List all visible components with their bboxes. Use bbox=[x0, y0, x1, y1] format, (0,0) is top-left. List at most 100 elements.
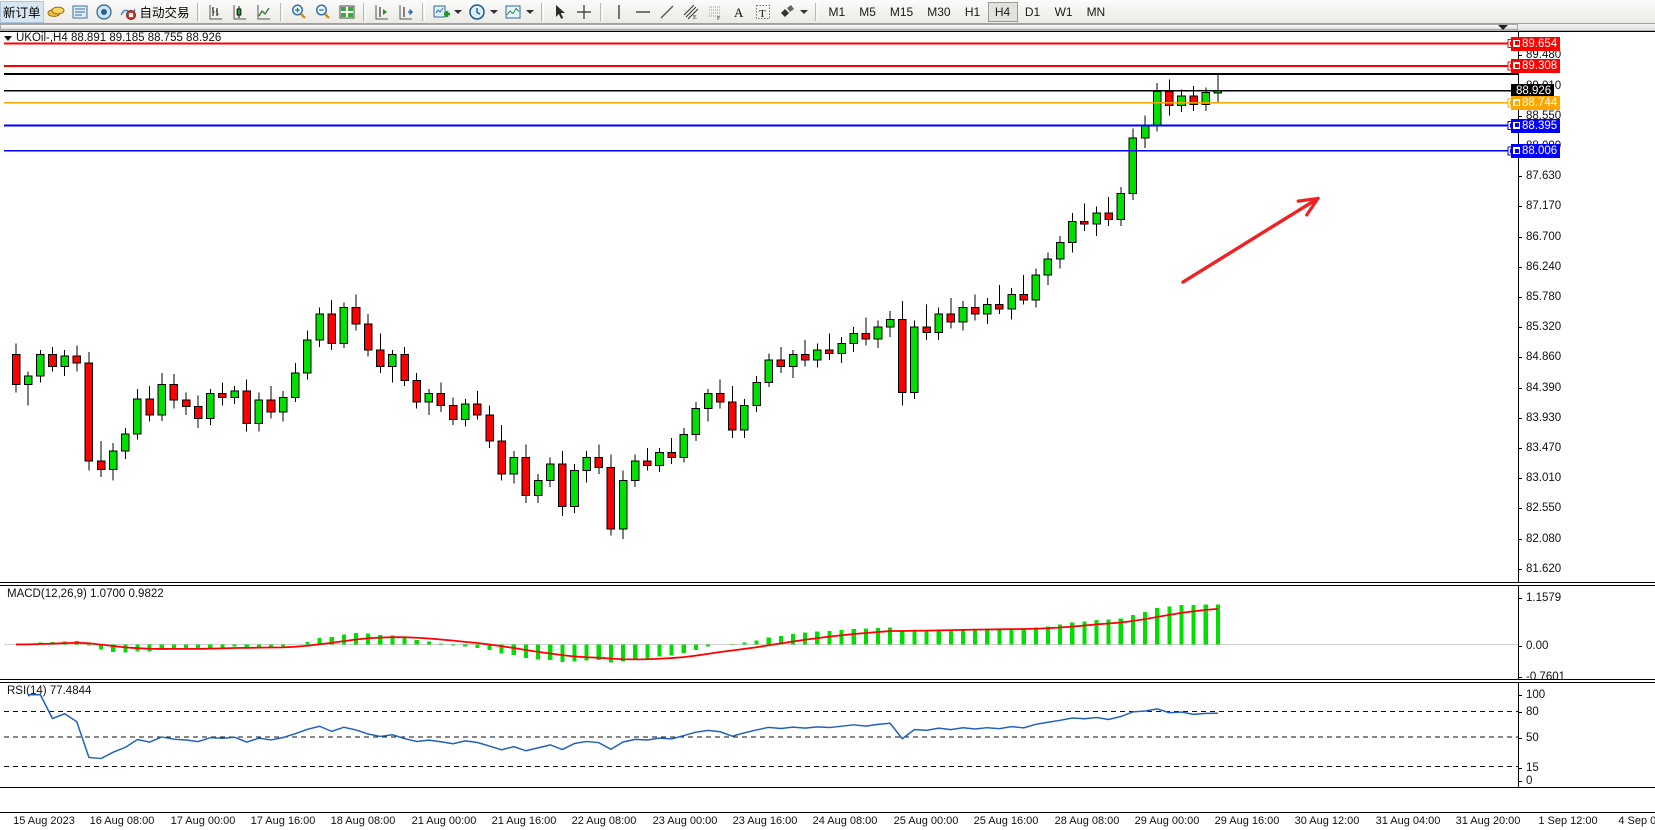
time-tick-label: 24 Aug 08:00 bbox=[812, 815, 878, 827]
zoom-out-button[interactable] bbox=[311, 1, 335, 23]
timeframe-label: M30 bbox=[927, 4, 951, 19]
price-tick-label: 85.320 bbox=[1517, 321, 1561, 333]
vertical-line-button[interactable] bbox=[607, 1, 631, 23]
price-axis[interactable]: 89.48089.01088.55088.09087.63087.17086.7… bbox=[1511, 32, 1655, 582]
time-axis: 15 Aug 2023 16 Aug 08:00 17 Aug 00:00 17 Au… bbox=[0, 812, 1655, 830]
rsi-plot-area[interactable] bbox=[4, 683, 1518, 787]
price-tick-label: 86.240 bbox=[1517, 261, 1561, 273]
price-pane[interactable]: 89.48089.01088.55088.09087.63087.17086.7… bbox=[0, 31, 1655, 583]
fibonacci-icon: F bbox=[708, 6, 721, 21]
chevron-down-icon[interactable] bbox=[799, 9, 808, 14]
level-handle-icon[interactable] bbox=[1513, 99, 1520, 107]
chevron-down-icon[interactable] bbox=[525, 9, 534, 14]
macd-tick-label: -0.7601 bbox=[1517, 671, 1565, 683]
toolbar-separator bbox=[814, 2, 818, 21]
level-handle-icon[interactable] bbox=[1513, 147, 1520, 155]
auto-scroll-button[interactable] bbox=[394, 1, 418, 23]
time-tick-label: 31 Aug 20:00 bbox=[1455, 815, 1521, 827]
zoom-in-button[interactable] bbox=[287, 1, 311, 23]
price-tick-label: 85.780 bbox=[1517, 291, 1561, 303]
gold-coins-button[interactable] bbox=[44, 1, 68, 23]
level-handle-icon[interactable] bbox=[1513, 39, 1520, 47]
price-level-badge[interactable]: 88.006 bbox=[1511, 144, 1561, 159]
time-tick-label: 23 Aug 00:00 bbox=[652, 815, 718, 827]
new-order-button[interactable]: 新订单 bbox=[0, 0, 44, 23]
rsi-tick-label: 50 bbox=[1518, 732, 1539, 744]
timeframe-button-m15[interactable]: M15 bbox=[883, 2, 920, 22]
period-clock-button[interactable] bbox=[465, 1, 501, 23]
time-tick-label: 29 Aug 16:00 bbox=[1214, 815, 1280, 827]
gold-coins-icon bbox=[47, 6, 65, 17]
autotrading-button[interactable]: 自动交易 bbox=[116, 1, 193, 23]
timeframe-button-w1[interactable]: W1 bbox=[1048, 2, 1080, 22]
time-tick-label: 1 Sep 12:00 bbox=[1538, 815, 1598, 827]
chevron-down-icon[interactable] bbox=[1498, 25, 1508, 30]
price-level-badge[interactable]: 89.654 bbox=[1511, 36, 1561, 51]
price-level-label: 89.654 bbox=[1522, 37, 1558, 50]
shapes-button[interactable] bbox=[775, 1, 811, 23]
equidistant-channel-button[interactable]: E bbox=[679, 1, 703, 23]
price-level-badge[interactable]: 89.308 bbox=[1511, 59, 1561, 74]
text-button[interactable]: A bbox=[727, 1, 751, 23]
cursor-button[interactable] bbox=[548, 1, 572, 23]
price-tick-label: 88.550 bbox=[1517, 110, 1561, 122]
navigator-button[interactable] bbox=[92, 1, 116, 23]
chevron-down-icon[interactable] bbox=[489, 9, 498, 14]
rsi-axis: 100 80 50 15 0 bbox=[1517, 683, 1655, 787]
toolbar-separator bbox=[599, 2, 603, 21]
timeframe-button-m30[interactable]: M30 bbox=[920, 2, 957, 22]
price-level-badge[interactable]: 88.926 bbox=[1511, 84, 1555, 99]
horizontal-line-button[interactable] bbox=[631, 1, 655, 23]
chevron-down-icon[interactable] bbox=[453, 9, 462, 14]
chart-horizontal-scrollbar[interactable] bbox=[0, 24, 1655, 31]
data-window-button[interactable] bbox=[68, 1, 92, 23]
timeframe-button-h4[interactable]: H4 bbox=[987, 1, 1018, 22]
level-handle-icon[interactable] bbox=[1513, 121, 1520, 129]
timeframe-button-mn[interactable]: MN bbox=[1080, 2, 1113, 22]
price-plot-area[interactable] bbox=[4, 32, 1518, 582]
chart-shift-button[interactable] bbox=[370, 1, 394, 23]
line-chart-button[interactable] bbox=[252, 1, 276, 23]
timeframe-button-d1[interactable]: D1 bbox=[1018, 2, 1048, 22]
price-level-badge[interactable]: 88.395 bbox=[1511, 118, 1561, 133]
svg-text:A: A bbox=[734, 5, 744, 20]
timeframe-button-m1[interactable]: M1 bbox=[822, 2, 853, 22]
fibonacci-button[interactable]: F bbox=[703, 1, 727, 23]
price-chart-svg bbox=[4, 38, 1518, 539]
add-indicator-button[interactable] bbox=[429, 1, 465, 23]
time-tick-label: 25 Aug 00:00 bbox=[893, 815, 959, 827]
candlestick-chart-button[interactable] bbox=[228, 1, 252, 23]
time-tick-label: 30 Aug 12:00 bbox=[1294, 815, 1360, 827]
cursor-arrow-icon bbox=[555, 4, 565, 19]
rsi-pane[interactable]: RSI(14) 77.4844 100 80 50 15 0 bbox=[0, 682, 1655, 788]
chart-container: UKOil-,H4 88.891 89.185 88.755 88.926 89… bbox=[0, 24, 1655, 830]
timeframe-button-m5[interactable]: M5 bbox=[852, 2, 883, 22]
autotrading-label: 自动交易 bbox=[139, 6, 190, 20]
timeframe-label: W1 bbox=[1054, 4, 1073, 19]
chart-menu-icon[interactable] bbox=[4, 35, 12, 41]
auto-scroll-icon bbox=[399, 4, 413, 19]
rsi-tick-label: 15 bbox=[1518, 762, 1539, 774]
crosshair-icon bbox=[576, 4, 591, 19]
timeframe-button-h1[interactable]: H1 bbox=[958, 2, 988, 22]
price-tick-label: 82.080 bbox=[1517, 533, 1561, 545]
svg-text:T: T bbox=[759, 8, 766, 20]
trendline-button[interactable] bbox=[655, 1, 679, 23]
macd-pane[interactable]: MACD(12,26,9) 1.0700 0.9822 1.1579 0.00 -0… bbox=[0, 585, 1655, 683]
time-tick-label: 17 Aug 00:00 bbox=[170, 815, 236, 827]
crosshair-button[interactable] bbox=[572, 1, 596, 23]
tile-windows-button[interactable] bbox=[335, 1, 359, 23]
templates-button[interactable] bbox=[501, 1, 537, 23]
macd-plot-area[interactable] bbox=[4, 586, 1518, 679]
time-tick-label: 21 Aug 00:00 bbox=[411, 815, 477, 827]
text-label-button[interactable]: T bbox=[751, 1, 775, 23]
price-tick-label: 82.550 bbox=[1517, 502, 1561, 514]
level-handle-icon[interactable] bbox=[1513, 62, 1520, 70]
price-tick-label: 87.170 bbox=[1517, 200, 1561, 212]
svg-text:E: E bbox=[693, 15, 697, 21]
macd-axis: 1.1579 0.00 -0.7601 bbox=[1517, 586, 1655, 683]
rsi-tick-label: 80 bbox=[1518, 706, 1539, 718]
price-level-badge[interactable]: 88.744 bbox=[1511, 96, 1561, 111]
bar-chart-button[interactable] bbox=[204, 1, 228, 23]
scrollbar-thumb[interactable] bbox=[0, 24, 1518, 30]
